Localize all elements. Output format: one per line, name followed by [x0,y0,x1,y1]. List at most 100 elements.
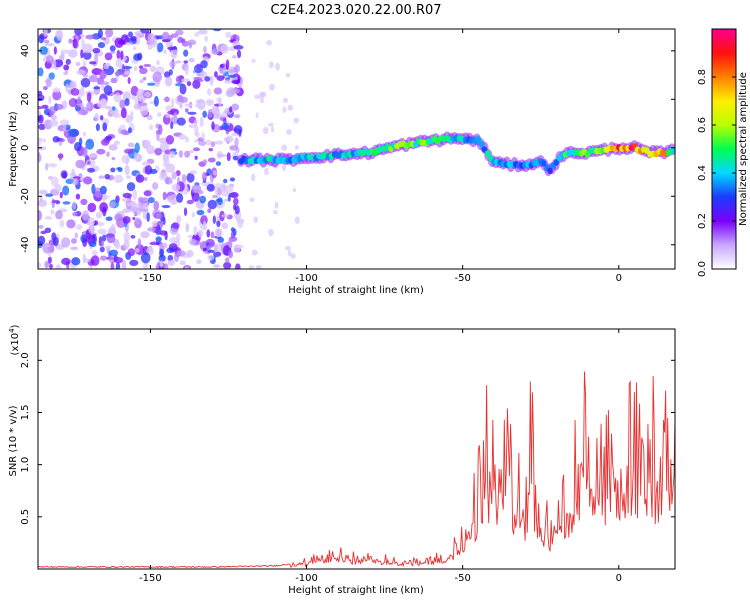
noise-speckle [230,87,240,94]
noise-speckle [135,217,140,225]
noise-speckle [143,176,148,181]
noise-speckle [159,260,164,269]
noise-speckle [152,71,163,83]
noise-speckle [287,249,292,257]
noise-speckle [105,216,113,222]
noise-speckle [146,212,150,222]
noise-speckle [216,204,224,209]
noise-speckle [68,38,73,44]
noise-speckle [87,217,95,227]
noise-speckle [110,223,116,235]
noise-speckle [171,97,175,108]
noise-speckle [193,225,198,236]
noise-speckle [260,98,265,104]
snr-series-marks [38,371,675,569]
noise-speckle [105,29,114,38]
noise-speckle [104,105,112,110]
noise-speckle [233,124,243,135]
noise-speckle [213,251,222,257]
noise-speckle [230,191,239,199]
noise-speckle [199,116,204,127]
y-tick-label: 40 [20,44,31,57]
noise-speckle [121,260,127,269]
noise-speckle [97,41,106,49]
noise-speckle [103,63,110,70]
noise-speckle [168,243,178,252]
noise-speckle [99,246,105,253]
noise-speckle [266,39,273,46]
noise-speckle [141,161,151,166]
noise-speckle [251,249,258,256]
noise-speckle [70,88,80,96]
noise-speckle [40,230,47,235]
noise-speckle [234,137,239,148]
noise-speckle [76,96,82,108]
noise-speckle [55,103,64,111]
noise-speckle [62,123,67,132]
noise-speckle [184,266,189,269]
noise-speckle [71,238,77,244]
noise-speckle [170,121,174,130]
noise-speckle [170,33,179,38]
noise-speckle [169,151,176,159]
noise-speckle [196,209,205,216]
noise-speckle [207,249,216,253]
noise-speckle [109,45,116,52]
colorbar: 0.0 0.2 0.4 0.6 0.8 Normalized spectral ampl… [697,28,749,277]
noise-speckle [149,65,157,73]
noise-speckle [153,200,160,211]
snr-multiplier-label: (x104) [8,324,21,355]
noise-speckle [159,242,168,250]
noise-speckle [115,262,121,269]
noise-speckle [268,61,274,69]
noise-speckle [95,211,102,219]
noise-speckle [194,103,202,108]
noise-speckle [130,110,134,122]
colorbar-scale [711,28,737,270]
noise-speckle [268,83,275,91]
noise-speckle [205,139,212,146]
noise-speckle [61,257,71,266]
noise-speckle [61,237,71,248]
noise-speckle [156,42,164,53]
noise-speckle [207,108,213,118]
snr-frame [37,328,676,570]
noise-speckle [142,76,147,81]
noise-speckle [224,79,232,84]
noise-speckle [132,46,137,51]
noise-speckle [176,232,181,243]
noise-speckle [80,38,86,50]
noise-speckle [211,105,218,115]
noise-speckle [213,112,222,120]
noise-speckle [216,75,225,82]
noise-speckle [215,228,222,238]
noise-speckle [211,48,220,55]
noise-speckle [173,253,179,263]
noise-speckle [139,102,148,107]
noise-speckle [248,265,255,269]
noise-speckle [187,234,193,239]
noise-speckle [75,193,81,200]
noise-speckle [169,60,176,69]
noise-speckle [44,261,49,269]
colorbar-label: Normalized spectral amplitude [738,72,749,226]
spectrogram-ticks: -150 -100 -50 0 -40 -20 0 20 40 [20,29,675,284]
noise-speckle [151,220,158,228]
noise-speckle [201,132,205,140]
noise-speckle [184,150,191,158]
noise-speckle [92,47,101,54]
noise-speckle [41,104,49,109]
multiplier-close: ) [10,324,21,328]
noise-speckle [104,173,111,180]
y-tick-label: 1.0 [20,457,31,473]
noise-speckle [74,141,82,152]
noise-speckle [139,104,149,116]
x-tick-label: -150 [139,573,162,584]
spectrogram-frame [37,28,676,270]
ridge-cell [475,135,482,143]
noise-speckle [187,111,197,115]
noise-speckle [87,161,91,165]
noise-speckle [98,175,105,180]
noise-speckle [99,69,107,80]
noise-speckle [268,228,274,237]
